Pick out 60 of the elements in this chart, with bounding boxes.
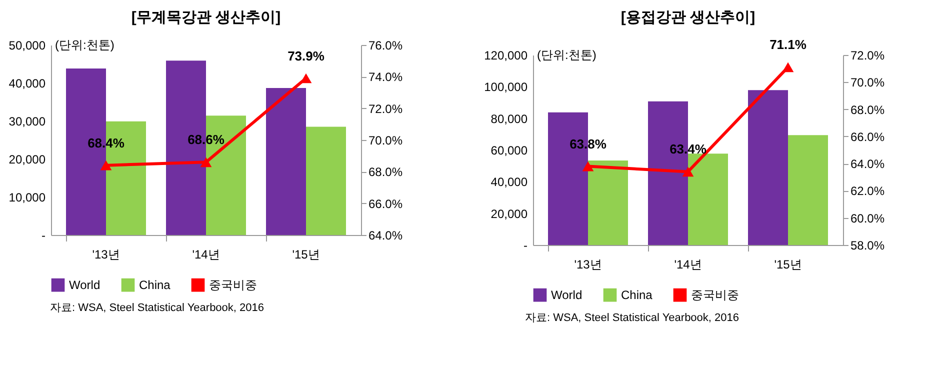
y2-tick-label: 68.0%	[368, 165, 403, 180]
bar	[748, 90, 788, 245]
legend-label: China	[139, 278, 171, 292]
y2-tick-label: 70.0%	[850, 76, 885, 90]
chart-title: [무계목강관 생산추이]	[131, 9, 281, 26]
x-tick-label: '14년	[674, 258, 702, 272]
y-tick-label: 50,000	[8, 38, 46, 52]
y-tick-label: 60,000	[490, 144, 528, 158]
legend-label: World	[551, 288, 582, 302]
y2-tick-label: 60.0%	[850, 211, 885, 226]
y2-tick-label: 70.0%	[368, 134, 403, 148]
y2-tick-label: 76.0%	[368, 38, 403, 52]
y-tick-label: 100,000	[484, 80, 528, 94]
data-label: 73.9%	[288, 48, 325, 64]
x-tick-label: '14년	[192, 248, 220, 262]
point	[782, 62, 794, 72]
y2-tick-label: 68.0%	[850, 102, 885, 117]
y-tick-label: -	[42, 228, 46, 242]
data-label: 71.1%	[770, 37, 807, 52]
chart-title: [용접강관 생산추이]	[620, 9, 756, 26]
text: 자료: WSA, Steel Statistical Yearbook, 2016	[525, 311, 740, 325]
y2-tick-label: 64.0%	[368, 228, 403, 242]
y-tick-label: 120,000	[484, 48, 528, 62]
bar	[266, 88, 306, 235]
x-tick-label: '15년	[292, 248, 320, 262]
y-tick-label: 40,000	[8, 76, 46, 90]
y-tick-label: 30,000	[8, 114, 46, 128]
bar	[306, 126, 346, 235]
text: 자료: WSA, Steel Statistical Yearbook, 2016	[50, 301, 266, 315]
legend-label: 중국비중	[691, 288, 739, 302]
data-label: 63.4%	[670, 142, 707, 157]
y2-tick-label: 58.0%	[850, 238, 885, 252]
y2-tick-label: 62.0%	[850, 184, 885, 198]
y-tick-label: 80,000	[490, 112, 528, 126]
point	[582, 161, 594, 172]
legend-label: World	[69, 278, 100, 292]
y-tick-label: 10,000	[8, 190, 46, 204]
point	[100, 160, 112, 170]
y-tick-label: 20,000	[490, 206, 528, 221]
point	[682, 166, 694, 177]
x-tick-label: '13년	[574, 258, 602, 272]
y2-tick-label: 72.0%	[368, 102, 403, 116]
legend-label: China	[621, 288, 653, 302]
bar	[588, 160, 628, 245]
x-tick-label: '15년	[774, 258, 802, 272]
annotation: (단위:천톤)	[55, 38, 114, 52]
y2-tick-label: 66.0%	[368, 196, 403, 211]
y-tick-label: 20,000	[8, 152, 46, 166]
y2-tick-label: 74.0%	[368, 70, 403, 84]
y-tick-label: 40,000	[490, 175, 528, 190]
point	[200, 157, 212, 168]
x-tick-label: '13년	[92, 248, 120, 262]
y2-tick-label: 66.0%	[850, 130, 885, 144]
y2-tick-label: 72.0%	[850, 48, 885, 62]
y2-tick-label: 64.0%	[850, 157, 885, 172]
legend-label: 중국비중	[209, 278, 257, 292]
bar	[788, 135, 828, 245]
bar	[688, 154, 728, 245]
y-tick-label: -	[524, 238, 528, 252]
annotation: (단위:천톤)	[537, 48, 596, 62]
